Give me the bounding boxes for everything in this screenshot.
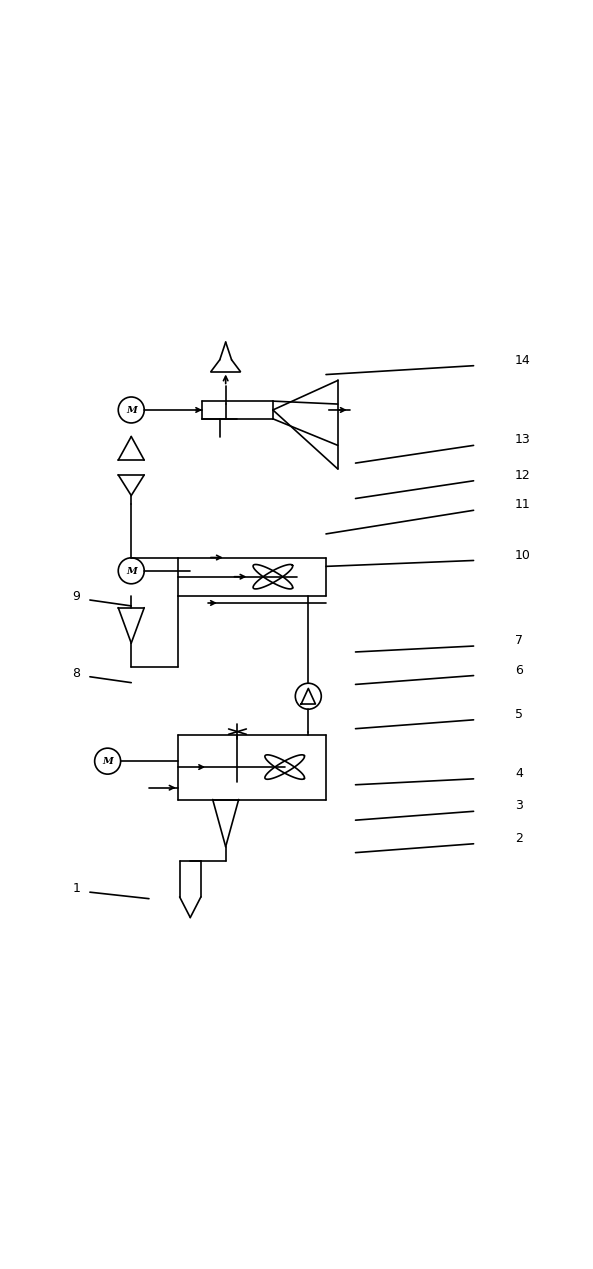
Text: 10: 10	[515, 548, 531, 561]
Text: 11: 11	[515, 499, 531, 511]
Text: 5: 5	[515, 708, 523, 721]
Text: 3: 3	[515, 799, 523, 812]
Text: 8: 8	[72, 666, 80, 679]
Text: 7: 7	[515, 634, 523, 647]
Text: 2: 2	[515, 831, 523, 845]
Text: 6: 6	[515, 664, 523, 676]
Text: 4: 4	[515, 766, 523, 779]
Text: M: M	[126, 566, 136, 576]
Text: M: M	[102, 756, 113, 766]
Text: M: M	[126, 406, 136, 415]
Text: 12: 12	[515, 468, 531, 482]
Text: 13: 13	[515, 433, 531, 447]
Text: 1: 1	[72, 882, 80, 895]
Text: 14: 14	[515, 354, 531, 367]
Text: 9: 9	[72, 590, 80, 603]
